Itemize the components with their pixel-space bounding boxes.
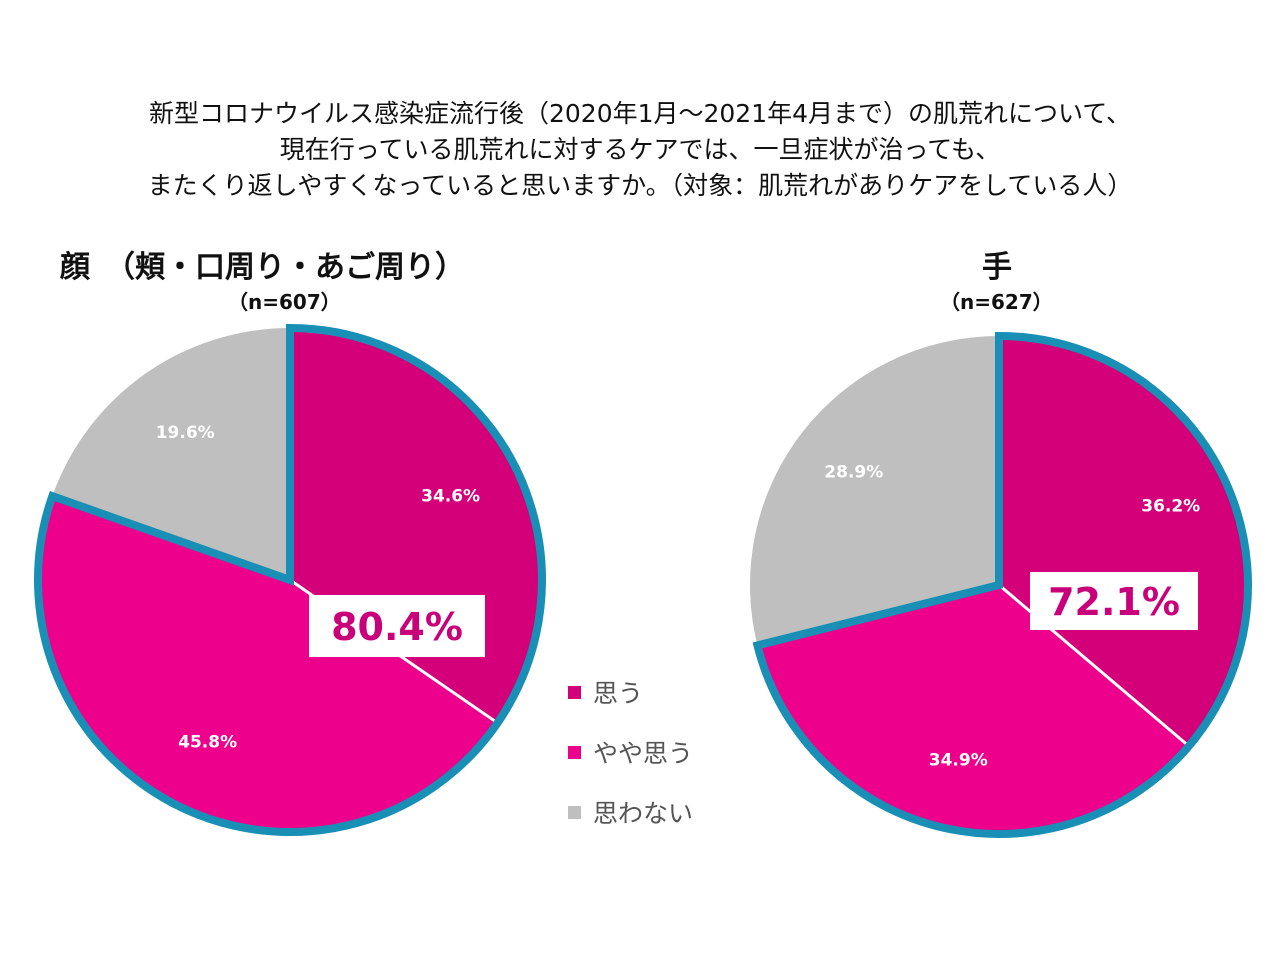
title-line-2: 現在行っている肌荒れに対するケアでは、一旦症状が治っても、 (279, 135, 1001, 164)
data-label-yaya-omou: 45.8% (178, 733, 237, 753)
slice-yaya-omou (757, 585, 1189, 834)
highlight-total-box (309, 595, 485, 657)
face-pie-chart: 34.6% 45.8% 19.6% 80.4% (34, 323, 546, 836)
highlight-total-label: 80.4% (331, 605, 463, 649)
legend: 思う やや思う 思わない (568, 662, 693, 842)
legend-item-omou: 思う (568, 662, 693, 722)
legend-label-omowanai: 思わない (593, 799, 694, 828)
legend-swatch-omou (568, 685, 581, 699)
face-chart-title: 顔 （頬・口周り・あご周り） (60, 250, 465, 285)
face-chart-n-label: （n=607） (228, 290, 341, 314)
legend-swatch-yaya-omou (568, 745, 581, 759)
title-line-3: またくり返しやすくなっていると思いますか。（対象：肌荒れがありケアをしている人） (147, 171, 1133, 200)
legend-item-omowanai: 思わない (568, 782, 693, 842)
data-label-yaya-omou: 34.9% (929, 751, 988, 771)
highlight-total-label: 72.1% (1048, 580, 1180, 624)
legend-swatch-omowanai (568, 805, 581, 819)
highlight-outline (752, 331, 1252, 838)
hand-chart-n-label: （n=627） (940, 290, 1053, 314)
data-label-omou: 34.6% (421, 487, 480, 507)
data-label-omou: 36.2% (1141, 497, 1200, 517)
data-label-omowanai: 19.6% (156, 423, 215, 443)
title-line-1: 新型コロナウイルス感染症流行後（2020年1月～2021年4月まで）の肌荒れにつ… (148, 99, 1132, 128)
legend-label-omou: 思う (593, 679, 644, 708)
hand-pie-chart: 36.2% 34.9% 28.9% 72.1% (749, 331, 1252, 838)
data-label-omowanai: 28.9% (824, 463, 883, 483)
highlight-outline (34, 323, 546, 836)
hand-chart-title: 手 (982, 250, 1012, 285)
legend-label-yaya-omou: やや思う (593, 739, 694, 768)
slice-omou (999, 336, 1248, 747)
slice-yaya-omou (37, 496, 498, 833)
slice-omowanai (749, 336, 999, 646)
legend-item-yaya-omou: やや思う (568, 722, 693, 782)
highlight-total-box (1030, 572, 1198, 630)
chart-title: 新型コロナウイルス感染症流行後（2020年1月～2021年4月まで）の肌荒れにつ… (0, 96, 1280, 204)
